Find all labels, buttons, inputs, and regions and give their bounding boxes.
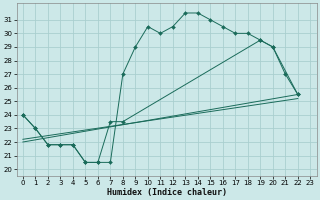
X-axis label: Humidex (Indice chaleur): Humidex (Indice chaleur) <box>107 188 227 197</box>
